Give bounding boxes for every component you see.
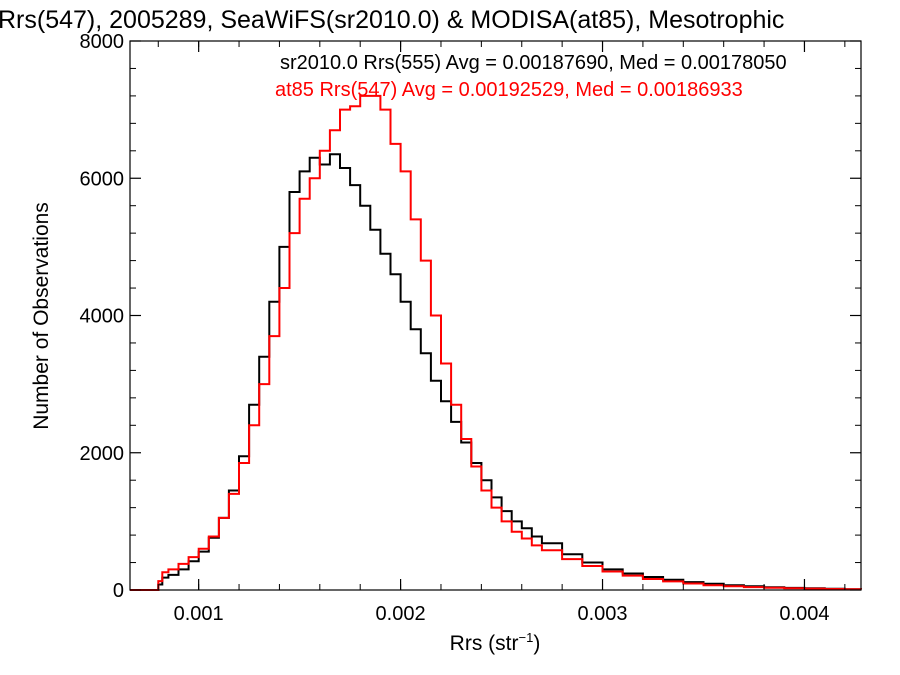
y-tick-label: 4000 — [80, 306, 125, 328]
series-line-red — [130, 94, 862, 591]
series-line-black — [130, 153, 862, 591]
x-tick-label: 0.003 — [577, 603, 627, 625]
y-tick-label: 0 — [113, 580, 124, 602]
y-tick-label: 2000 — [80, 443, 125, 465]
y-tick-label: 8000 — [80, 31, 125, 53]
series-layer — [130, 94, 862, 591]
x-axis-label: Rrs (str−1) — [450, 630, 541, 655]
annotation-black-series: sr2010.0 Rrs(555) Avg = 0.00187690, Med … — [280, 52, 787, 74]
y-axis-label: Number of Observations — [30, 202, 53, 430]
x-tick-label: 0.002 — [376, 603, 426, 625]
axis-ticks: 0.001 0.002 0.003 0.004 0 2000 4000 6000 8000 — [80, 31, 861, 625]
x-tick-label: 0.004 — [779, 603, 829, 625]
y-tick-label: 6000 — [80, 168, 125, 190]
annotation-red-series: at85 Rrs(547) Avg = 0.00192529, Med = 0.… — [275, 79, 743, 101]
chart-title: Rrs(547), 2005289, SeaWiFS(sr2010.0) & M… — [0, 6, 784, 34]
x-tick-label: 0.001 — [174, 603, 224, 625]
